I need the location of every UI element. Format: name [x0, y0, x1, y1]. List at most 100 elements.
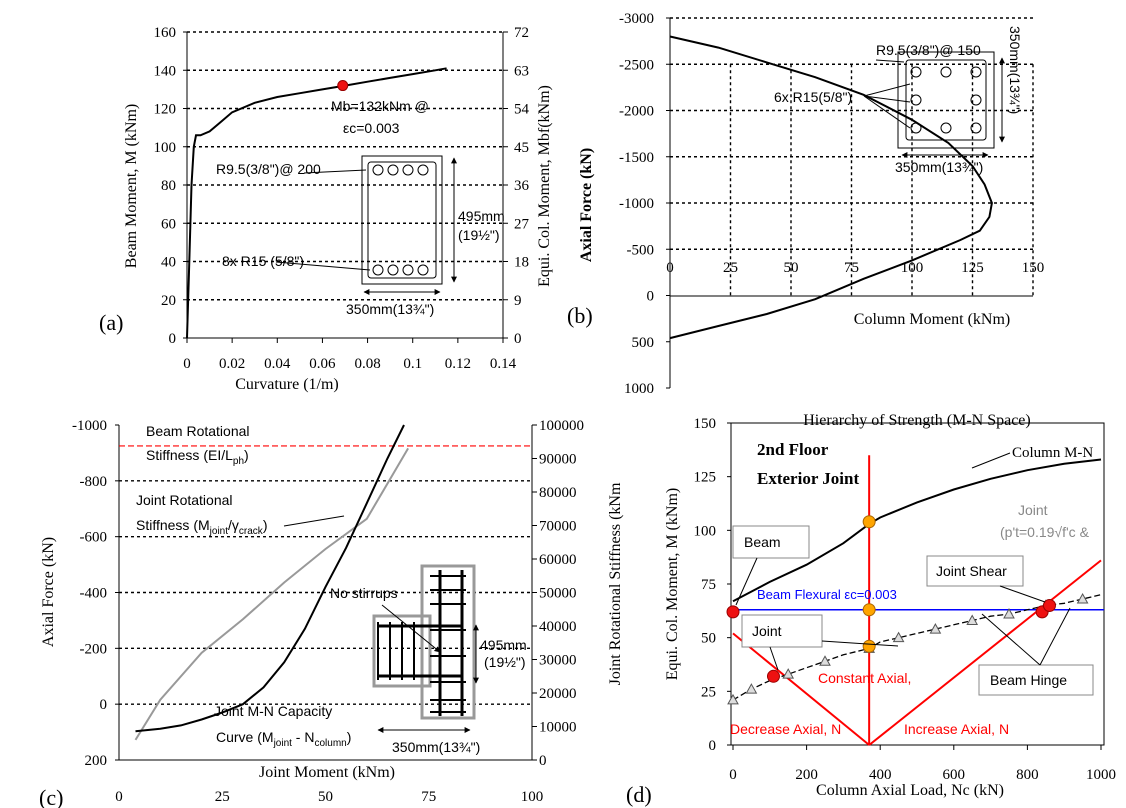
- d-panel-label: (d): [626, 782, 652, 807]
- a-beam-section: [275, 155, 457, 295]
- c-ytick-label: -1000: [72, 418, 107, 434]
- a-moment-curvature-line: [186, 67, 447, 339]
- b-ytick-label: 0: [647, 289, 655, 305]
- a-rebar: [402, 264, 414, 276]
- b-ytick-label: 1000: [624, 381, 654, 397]
- a-height-label: 495mm: [458, 208, 505, 224]
- b-rebar: [970, 122, 982, 134]
- a-y2tick-label: 0: [514, 331, 522, 347]
- d-xtick-label: 800: [1016, 767, 1039, 783]
- b-rebar: [910, 122, 922, 134]
- a-rebar: [387, 264, 399, 276]
- c-ytick-label: -200: [80, 641, 108, 657]
- a-xtick-label: 0.02: [219, 356, 245, 372]
- d-beam-callout: Beam: [732, 525, 810, 606]
- d-beam-flexural-label: Beam Flexural εc=0.003: [757, 587, 897, 602]
- d-joint-note-2: (p't=0.19√f'c &: [1000, 524, 1090, 540]
- c-mn-label-2: Curve (Mjoint - Ncolumn): [216, 729, 351, 749]
- a-width-label: 350mm(13¾"): [346, 301, 434, 317]
- d-joint-triangle: [819, 655, 831, 666]
- c-height-in-label: (19½"): [484, 654, 526, 670]
- c-y2tick-label: 30000: [539, 653, 577, 669]
- b-ytick-label: -1000: [619, 196, 654, 212]
- a-y2tick-label: 36: [514, 178, 530, 194]
- a-rebar: [372, 164, 384, 176]
- b-width-label: 350mm(13¾"): [895, 159, 983, 175]
- c-xtick-label: 75: [421, 789, 436, 805]
- d-ytick-label: 50: [701, 631, 716, 647]
- svg-text:Beam Hinge: Beam Hinge: [990, 672, 1067, 688]
- d-ytick-label: 125: [694, 470, 717, 486]
- a-xtick-label: 0.06: [309, 356, 336, 372]
- a-y2tick-label: 45: [514, 140, 529, 156]
- c-y2tick-label: 50000: [539, 586, 577, 602]
- d-joint-triangle: [745, 683, 758, 694]
- a-height-in-label: (19½"): [458, 227, 500, 243]
- b-xtick-label: 100: [901, 260, 924, 276]
- d-increase-axial-label: Increase Axial, N: [904, 721, 1009, 737]
- a-bars-label: 8x R15 (5/8"): [222, 253, 304, 269]
- d-ytick-label: 25: [701, 684, 716, 700]
- d-joint-triangle: [1003, 608, 1015, 619]
- d-joint-note-1: Joint: [1018, 502, 1048, 518]
- d-decrease-axial-label: Decrease Axial, N: [730, 721, 841, 737]
- d-joint-triangle: [782, 668, 795, 679]
- d-beam-hinge-callout: Beam Hinge: [978, 607, 1094, 696]
- a-xtick-label: 0.14: [490, 356, 517, 372]
- a-mb-label-1: Mb=132kNm @: [331, 98, 429, 114]
- a-xtick-label: 0: [183, 356, 191, 372]
- a-rebar: [387, 164, 399, 176]
- c-y2tick-label: 0: [539, 753, 547, 769]
- b-ytick-label: -500: [627, 242, 655, 258]
- a-y2label: Equi. Col. Moment, Mbf(kNm): [536, 85, 553, 287]
- d-orange-point: [862, 603, 876, 617]
- d-xlabel: Column Axial Load, Nc (kN): [816, 782, 1004, 799]
- b-xtick-label: 75: [844, 260, 859, 276]
- d-joint-triangle: [1076, 592, 1089, 604]
- d-constant-axial-label: Constant Axial,: [818, 670, 911, 686]
- d-floor-label-1: 2nd Floor: [757, 440, 829, 459]
- a-ytick-label: 140: [154, 63, 177, 79]
- d-column-mn-line: [732, 458, 1102, 603]
- c-ytick-label: -400: [80, 586, 108, 602]
- c-y2tick-label: 40000: [539, 619, 577, 635]
- panel-c: -1000 -800 -600 -400 -200 0 200 0 10000 20000 3000…: [39, 418, 624, 808]
- d-joint-shear-callout: Joint Shear: [926, 555, 1046, 603]
- d-title: Hierarchy of Strength (M-N Space): [803, 412, 1030, 429]
- d-red-point: [766, 669, 780, 683]
- a-rebar: [402, 164, 414, 176]
- a-panel-label: (a): [99, 310, 123, 335]
- b-column-section: [863, 51, 1005, 158]
- d-joint-triangle: [892, 631, 905, 643]
- c-ylabel: Axial Force (kN): [40, 537, 57, 647]
- d-ytick-label: 100: [694, 523, 717, 539]
- b-xtick-label: 125: [961, 260, 984, 276]
- b-ytick-label: -1500: [619, 150, 654, 166]
- c-height-label: 495mm: [480, 637, 527, 653]
- c-xlabel: Joint Moment (kNm): [259, 764, 395, 781]
- a-y2tick-label: 72: [514, 25, 529, 41]
- a-y2tick-label: 9: [514, 293, 522, 309]
- a-y2tick-label: 27: [514, 216, 530, 232]
- c-ytick-label: 0: [100, 697, 108, 713]
- a-xlabel: Curvature (1/m): [235, 376, 339, 393]
- a-yield-marker: [337, 80, 349, 92]
- a-ytick-label: 160: [154, 25, 177, 41]
- a-rebar: [417, 164, 429, 176]
- b-ytick-label: 500: [632, 335, 655, 351]
- d-increase-axial-line: [868, 559, 1102, 746]
- b-column-pm-line: [669, 35, 993, 340]
- b-bars-label: 6x R15(5/8"): [774, 89, 852, 105]
- d-floor-label-2: Exterior Joint: [757, 469, 859, 488]
- d-ytick-label: 75: [701, 577, 716, 593]
- c-xtick-label: 50: [318, 789, 333, 805]
- a-ytick-label: 40: [161, 255, 176, 271]
- c-xtick-label: 25: [215, 789, 230, 805]
- panel-d: 0 25 50 75 100 125 150 0 200 400 600 800 1000 Hierar…: [626, 412, 1116, 807]
- d-joint-triangle: [929, 623, 942, 634]
- a-y2tick-label: 18: [514, 255, 529, 271]
- b-xtick-label: 0: [666, 260, 674, 276]
- d-xtick-label: 0: [729, 767, 737, 783]
- b-rebar: [940, 66, 952, 78]
